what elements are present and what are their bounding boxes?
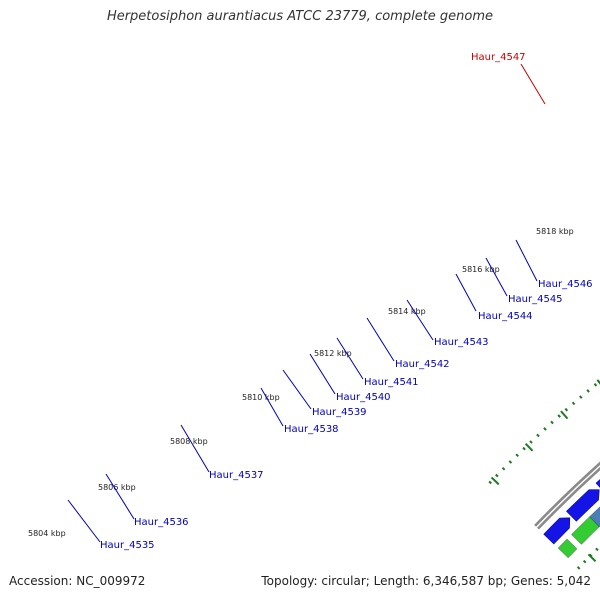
- gene-leader-line: [520, 63, 546, 105]
- outer-tick-mark: [508, 460, 513, 464]
- outer-major-tick: [490, 476, 500, 486]
- inner-tick-mark: [576, 566, 581, 570]
- gene-label: Haur_4542: [395, 359, 450, 370]
- scale-label: 5810 kbp: [242, 393, 280, 402]
- gene-arrow: [566, 489, 600, 522]
- genome-backbone-inner: [537, 466, 600, 530]
- gene-leader-line: [309, 353, 336, 395]
- gene-leader-line: [406, 299, 434, 341]
- gene-label: Haur_4537: [209, 470, 264, 481]
- cog-band-green: [571, 516, 600, 545]
- gene-label: Haur_4540: [336, 392, 391, 403]
- cog-band-green: [557, 538, 578, 559]
- scale-label: 5818 kbp: [536, 227, 574, 236]
- outer-tick-mark: [536, 433, 540, 438]
- scale-label: 5816 kbp: [462, 265, 500, 274]
- gene-label: Haur_4544: [478, 311, 533, 322]
- outer-major-tick: [560, 410, 569, 420]
- outer-tick-mark: [564, 407, 569, 412]
- scale-label: 5808 kbp: [170, 437, 208, 446]
- outer-tick-mark: [593, 382, 598, 387]
- gene-label: Haur_4546: [538, 279, 593, 290]
- outer-tick-mark: [501, 466, 506, 471]
- scale-label: 5814 kbp: [388, 307, 426, 316]
- gene-leader-line: [282, 369, 312, 410]
- outer-tick-mark: [543, 427, 547, 431]
- genome-title: Herpetosiphon aurantiacus ATCC 23779, co…: [106, 9, 494, 24]
- inner-tick-mark: [582, 559, 587, 564]
- outer-tick-mark: [515, 453, 519, 458]
- gene-leader-line: [67, 499, 101, 543]
- gene-leader-line: [455, 273, 477, 312]
- outer-tick-mark: [557, 414, 561, 418]
- scale-label: 5812 kbp: [314, 349, 352, 358]
- accession-text: Accession: NC_009972: [9, 574, 146, 588]
- gene-leader-line: [180, 424, 210, 473]
- inner-major-tick: [587, 553, 597, 563]
- inner-tick-mark: [595, 547, 599, 552]
- gene-arrow: [595, 479, 600, 488]
- gene-label: Haur_4539: [312, 407, 367, 418]
- gene-label: Haur_4541: [364, 377, 419, 388]
- gene-leader-line: [366, 317, 395, 362]
- gene-leader-line: [336, 337, 364, 380]
- gene-label: Haur_4547: [471, 52, 526, 63]
- gene-label: Haur_4545: [508, 294, 563, 305]
- scale-label: 5804 kbp: [28, 529, 66, 538]
- gene-leader-line: [515, 239, 538, 282]
- gene-label: Haur_4538: [284, 424, 339, 435]
- gene-leader-line: [260, 387, 284, 427]
- gene-label: Haur_4535: [100, 540, 155, 551]
- outer-major-tick: [596, 379, 600, 385]
- genome-backbone-outer: [534, 461, 600, 527]
- outer-tick-mark: [522, 446, 526, 451]
- cog-band-steelblue: [589, 506, 600, 528]
- outer-tick-mark: [586, 389, 590, 393]
- outer-tick-mark: [571, 401, 576, 406]
- outer-tick-mark: [529, 440, 533, 444]
- genome-summary-text: Topology: circular; Length: 6,346,587 bp…: [261, 574, 591, 588]
- gene-arrow: [543, 517, 571, 545]
- gene-label: Haur_4536: [134, 517, 189, 528]
- outer-tick-mark: [488, 480, 492, 485]
- outer-tick-mark: [579, 395, 583, 399]
- outer-major-tick: [524, 442, 534, 452]
- scale-label: 5806 kbp: [98, 483, 136, 492]
- outer-tick-mark: [550, 420, 554, 425]
- gene-label: Haur_4543: [434, 337, 489, 348]
- outer-tick-mark: [495, 473, 499, 478]
- gene-leader-line: [105, 473, 135, 520]
- gene-leader-line: [485, 257, 508, 297]
